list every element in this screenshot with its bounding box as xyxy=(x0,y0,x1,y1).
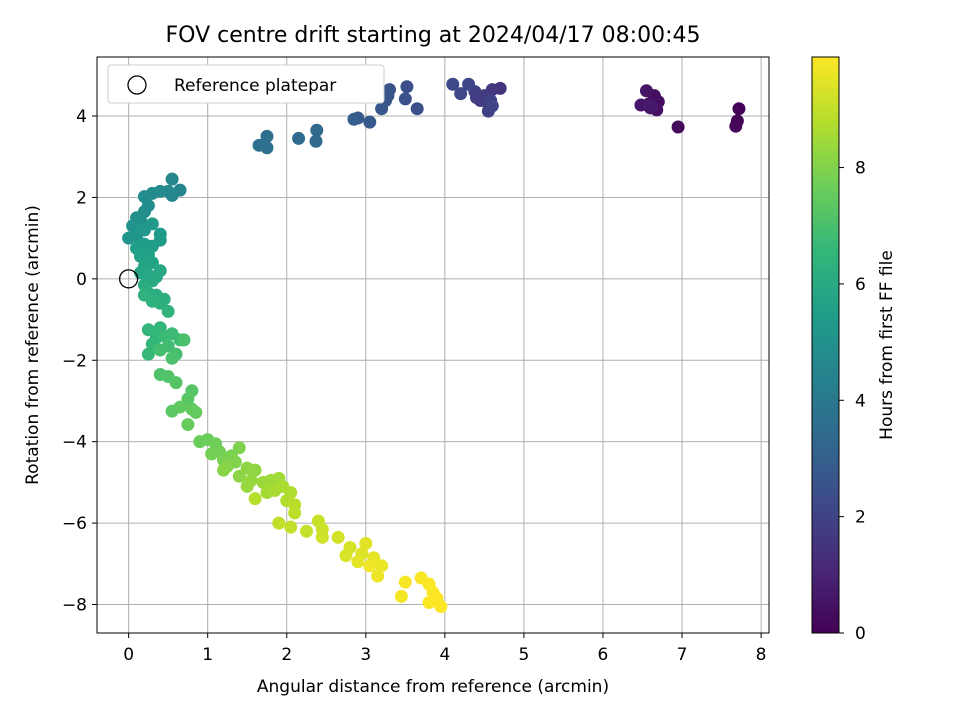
x-tick-label: 3 xyxy=(360,645,371,665)
y-tick-label: −2 xyxy=(62,351,87,371)
data-point xyxy=(639,84,653,98)
colorbar-tick-label: 4 xyxy=(855,391,866,411)
data-point xyxy=(729,119,743,133)
x-tick-label: 5 xyxy=(519,645,530,665)
x-tick-label: 2 xyxy=(281,645,292,665)
colorbar-tick-label: 2 xyxy=(855,508,866,528)
x-tick-label: 4 xyxy=(439,645,450,665)
y-tick-label: −4 xyxy=(62,433,87,453)
data-point xyxy=(310,123,324,137)
y-tick-label: −8 xyxy=(62,596,87,616)
data-point xyxy=(375,559,389,573)
colorbar-tick-label: 0 xyxy=(855,624,866,644)
data-point xyxy=(446,77,460,91)
data-point xyxy=(284,520,298,534)
data-point xyxy=(363,559,377,573)
data-point xyxy=(371,569,385,583)
data-point xyxy=(485,99,499,113)
data-point xyxy=(410,102,424,116)
data-point xyxy=(398,575,412,589)
x-axis-ticks: 0 1 2 3 4 5 6 7 8 xyxy=(123,633,767,665)
data-point xyxy=(339,549,353,563)
data-point xyxy=(181,418,195,432)
data-point xyxy=(189,405,203,419)
data-point xyxy=(153,343,167,357)
data-point xyxy=(454,87,468,101)
data-point xyxy=(165,351,179,365)
data-point xyxy=(232,441,246,455)
reference-marker xyxy=(118,269,139,289)
chart-title: FOV centre drift starting at 2024/04/17 … xyxy=(166,23,701,48)
data-point xyxy=(216,463,230,477)
colorbar-ticks: 0 2 4 6 8 xyxy=(839,159,866,644)
data-point xyxy=(205,447,219,461)
data-point xyxy=(434,600,448,614)
axes-frame xyxy=(96,56,770,634)
data-point xyxy=(331,530,345,544)
legend-box xyxy=(107,64,385,104)
data-point xyxy=(145,217,159,231)
legend-entry: Reference platepar xyxy=(174,76,336,96)
data-point xyxy=(153,264,167,278)
y-tick-label: 2 xyxy=(76,188,87,208)
colorbar-label: Hours from first FF file xyxy=(877,250,897,440)
x-tick-label: 8 xyxy=(756,645,767,665)
x-tick-label: 7 xyxy=(677,645,688,665)
data-point xyxy=(248,463,262,477)
colorbar-tick-label: 6 xyxy=(855,275,866,295)
data-point xyxy=(260,129,274,143)
data-point xyxy=(248,492,262,506)
colorbar xyxy=(811,56,840,634)
data-point xyxy=(375,102,389,116)
data-point xyxy=(351,555,365,569)
colorbar-tick-label: 8 xyxy=(855,159,866,179)
data-point xyxy=(300,524,314,538)
data-point xyxy=(181,392,195,406)
x-tick-label: 6 xyxy=(598,645,609,665)
data-point xyxy=(288,506,302,520)
x-tick-label: 0 xyxy=(123,645,134,665)
data-point xyxy=(309,134,323,148)
data-point xyxy=(394,589,408,603)
legend-marker xyxy=(127,75,147,95)
data-point xyxy=(165,172,179,186)
scatter-points xyxy=(122,77,746,614)
y-axis-label: Rotation from reference (arcmin) xyxy=(23,205,43,485)
data-point xyxy=(462,77,476,91)
data-point xyxy=(177,333,191,347)
data-point xyxy=(173,400,187,414)
data-point xyxy=(240,479,254,493)
x-tick-label: 1 xyxy=(202,645,213,665)
y-tick-label: 0 xyxy=(76,270,87,290)
y-tick-label: 4 xyxy=(76,107,87,127)
data-point xyxy=(272,516,286,530)
data-point xyxy=(398,92,412,106)
data-point xyxy=(732,102,746,116)
grid-lines xyxy=(97,57,769,633)
y-axis-ticks: −8 −6 −4 −2 0 2 4 xyxy=(62,107,97,616)
data-point xyxy=(347,112,361,126)
data-point xyxy=(671,120,685,134)
data-point xyxy=(169,376,183,390)
data-point xyxy=(400,80,414,94)
x-axis-label: Angular distance from reference (arcmin) xyxy=(257,677,609,697)
data-point xyxy=(141,323,155,337)
data-point xyxy=(359,536,373,550)
data-point xyxy=(232,469,246,483)
data-point xyxy=(292,131,306,145)
data-point xyxy=(252,138,266,152)
data-point xyxy=(642,97,656,111)
data-point xyxy=(161,304,175,318)
data-point xyxy=(157,292,171,306)
data-point xyxy=(137,288,151,302)
y-tick-label: −6 xyxy=(62,514,87,534)
legend: Reference platepar xyxy=(107,64,385,104)
data-point xyxy=(315,530,329,544)
data-point xyxy=(141,347,155,361)
data-point xyxy=(363,115,377,129)
